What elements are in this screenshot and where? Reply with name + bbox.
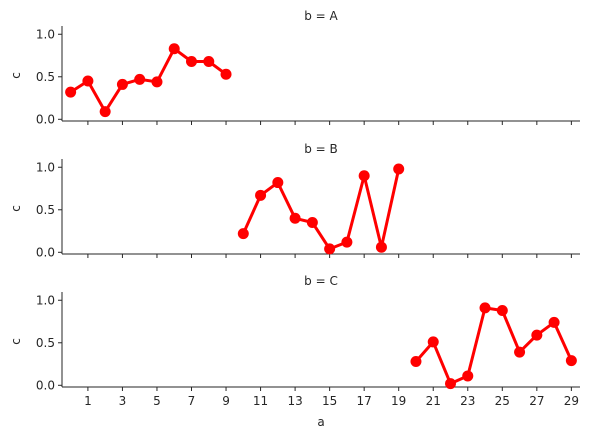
data-point <box>203 55 215 67</box>
data-point <box>151 76 163 88</box>
data-point <box>116 78 128 90</box>
y-tick-label: 0.0 <box>36 245 55 259</box>
data-point <box>496 304 508 316</box>
data-point <box>393 163 405 175</box>
x-tick-label: 27 <box>529 394 544 408</box>
data-point <box>358 170 370 182</box>
data-point <box>375 241 387 253</box>
data-point <box>445 378 456 390</box>
data-point <box>220 68 232 80</box>
y-axis-label: c <box>9 205 23 212</box>
panel-title: b = C <box>304 274 338 288</box>
series-line <box>414 306 573 386</box>
x-tick-label: 29 <box>564 394 579 408</box>
y-tick-label: 0.5 <box>36 336 55 350</box>
series-line <box>241 167 401 251</box>
x-tick-label: 15 <box>322 394 337 408</box>
data-point <box>324 243 336 255</box>
data-point <box>548 316 560 328</box>
series-line <box>69 47 228 114</box>
x-tick-label: 25 <box>495 394 510 408</box>
y-tick-label: 1.0 <box>36 160 55 174</box>
data-point <box>134 73 146 85</box>
panel-title: b = B <box>304 142 338 156</box>
y-axis-label: c <box>9 338 23 345</box>
data-point <box>272 177 284 189</box>
data-point <box>237 228 249 240</box>
data-point <box>531 329 543 341</box>
data-point <box>479 302 491 314</box>
x-tick-label: 1 <box>84 394 92 408</box>
x-tick-label: 17 <box>357 394 372 408</box>
data-point <box>565 355 577 367</box>
data-point <box>410 355 422 367</box>
y-axis-label: c <box>9 72 23 79</box>
data-point <box>462 370 474 382</box>
x-tick-label: 23 <box>460 394 475 408</box>
x-tick-label: 9 <box>222 394 230 408</box>
data-point <box>306 217 318 229</box>
x-axis-label: a <box>317 415 324 429</box>
x-tick-label: 19 <box>391 394 406 408</box>
data-point <box>82 75 94 87</box>
data-point <box>168 43 180 55</box>
data-point <box>427 336 439 348</box>
x-tick-label: 11 <box>253 394 268 408</box>
x-tick-label: 21 <box>426 394 441 408</box>
x-tick-label: 5 <box>153 394 161 408</box>
y-tick-label: 1.0 <box>36 293 55 307</box>
y-tick-label: 0.0 <box>36 378 55 392</box>
y-tick-label: 0.0 <box>36 112 55 126</box>
data-point <box>341 236 353 248</box>
y-tick-label: 1.0 <box>36 27 55 41</box>
y-tick-label: 0.5 <box>36 70 55 84</box>
data-point <box>99 106 111 118</box>
data-point <box>65 86 77 98</box>
x-tick-label: 7 <box>188 394 196 408</box>
x-tick-label: 3 <box>119 394 127 408</box>
data-point <box>289 212 301 224</box>
data-point <box>514 346 526 358</box>
data-point <box>255 189 267 201</box>
data-point <box>186 55 197 67</box>
panel-title: b = A <box>304 9 338 23</box>
y-tick-label: 0.5 <box>36 203 55 217</box>
x-tick-label: 13 <box>287 394 302 408</box>
